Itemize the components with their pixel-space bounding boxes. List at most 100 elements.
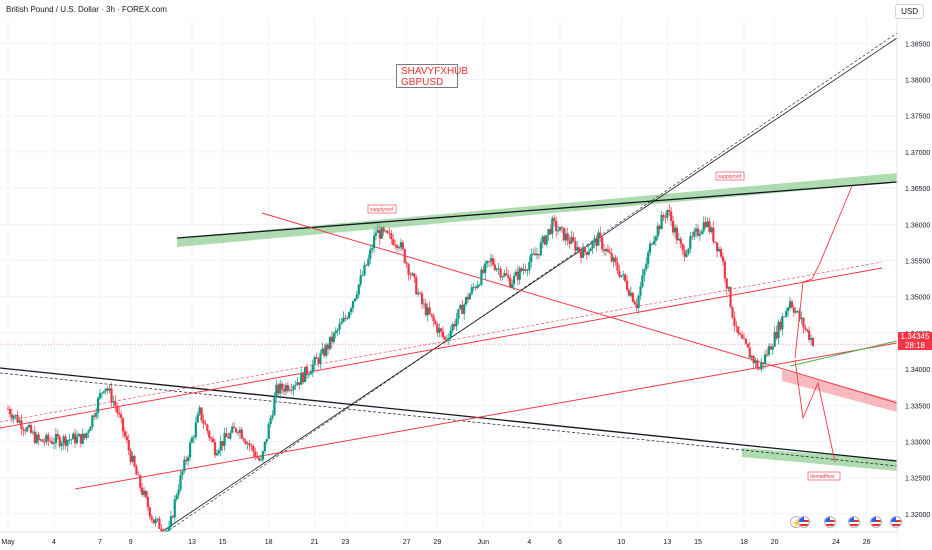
candle-body: [252, 445, 255, 452]
candle-body: [165, 530, 169, 532]
candle-body: [96, 398, 100, 413]
candle-body: [210, 437, 213, 439]
candle-body: [558, 227, 562, 231]
candle-body: [43, 441, 46, 443]
candle-body: [279, 383, 282, 394]
candle-body: [497, 268, 500, 270]
candle-body: [595, 238, 598, 246]
candle-body: [340, 322, 343, 325]
candle-body: [585, 251, 588, 255]
candle-body: [591, 241, 594, 249]
candle-body: [409, 274, 412, 276]
x-tick-label: 7: [98, 539, 102, 546]
candle-body: [394, 244, 397, 246]
candle-body: [666, 210, 669, 218]
candle-body: [739, 333, 742, 335]
candle-body: [26, 427, 29, 432]
candle-body: [85, 432, 88, 438]
candle-body: [290, 389, 293, 391]
candle-body: [662, 215, 665, 218]
candle-body: [760, 362, 763, 370]
candle-body: [259, 459, 263, 461]
candle-body: [35, 434, 38, 443]
candle-body: [618, 270, 621, 277]
candle-body: [691, 236, 694, 237]
candle-body: [637, 295, 640, 309]
candle-body: [742, 338, 746, 340]
candle-body: [756, 360, 759, 369]
candle-body: [654, 236, 657, 242]
candle-body: [219, 441, 222, 451]
candle-body: [141, 487, 144, 495]
candle-body: [148, 507, 151, 517]
candle-body: [121, 417, 125, 432]
candle-body: [476, 284, 479, 289]
candle-body: [313, 357, 316, 365]
candle-body: [315, 357, 318, 359]
candle-body: [305, 367, 309, 376]
candle-body: [541, 236, 544, 243]
candle-body: [572, 236, 575, 242]
candle-body: [41, 439, 44, 442]
candle-body: [568, 240, 571, 244]
time-axis: May 4 7 9 13 15 18 21 23 27 29 Jun 4 6 10 13 15 18 20 24 26: [0, 531, 897, 550]
candle-body: [254, 451, 257, 458]
candle-body: [221, 441, 224, 446]
candle-body: [70, 439, 73, 441]
candle-body: [177, 489, 180, 496]
candle-body: [625, 281, 629, 291]
candle-body: [555, 220, 558, 232]
candle-body: [415, 277, 418, 295]
candle-body: [129, 450, 132, 462]
candle-body: [706, 221, 709, 227]
candle-body: [265, 438, 268, 442]
candle-body: [509, 277, 512, 288]
candle-body: [152, 519, 155, 524]
candle-body: [62, 436, 65, 444]
y-tick-label: 1.33500: [905, 403, 930, 410]
candle-body: [777, 321, 780, 339]
candle-body: [280, 383, 284, 390]
flag-icon[interactable]: [870, 516, 882, 528]
currency-selector[interactable]: USD: [895, 4, 924, 19]
candle-body: [530, 253, 533, 263]
chart-grid: [0, 18, 897, 532]
candle-body: [786, 307, 790, 312]
candle-body: [10, 414, 13, 419]
x-tick-label: 4: [52, 539, 56, 546]
flag-icon[interactable]: [890, 516, 902, 528]
candle-body: [20, 420, 23, 430]
candle-body: [451, 324, 454, 331]
flag-icon[interactable]: [798, 516, 810, 528]
candle-body: [501, 276, 504, 278]
candle-body: [144, 490, 148, 497]
candle-body: [712, 227, 715, 242]
candle-body: [401, 242, 404, 250]
candle-body: [108, 388, 111, 391]
candle-body: [587, 251, 590, 255]
candle-body: [474, 287, 477, 289]
flag-icon[interactable]: [824, 516, 836, 528]
candle-body: [376, 229, 380, 233]
annotation-demadfloor: demadfloor: [810, 474, 835, 480]
candle-body: [560, 227, 564, 228]
candle-body: [744, 338, 748, 344]
candle-body: [436, 324, 439, 333]
candle-body: [668, 210, 671, 212]
green-thin-line: [789, 340, 898, 367]
candle-body: [593, 238, 596, 242]
candle-body: [405, 262, 408, 265]
candle-body: [694, 228, 698, 232]
candle-body: [236, 432, 240, 433]
candle-body: [185, 459, 188, 462]
steep-rising-line: [159, 37, 898, 534]
candle-body: [627, 290, 631, 296]
candle-body: [384, 230, 387, 232]
candle-body: [307, 374, 311, 376]
candle-body: [484, 263, 487, 273]
bar-countdown: 28:18: [904, 341, 926, 350]
flag-icon[interactable]: [848, 516, 860, 528]
candle-body: [22, 429, 25, 431]
candle-body: [231, 426, 234, 433]
